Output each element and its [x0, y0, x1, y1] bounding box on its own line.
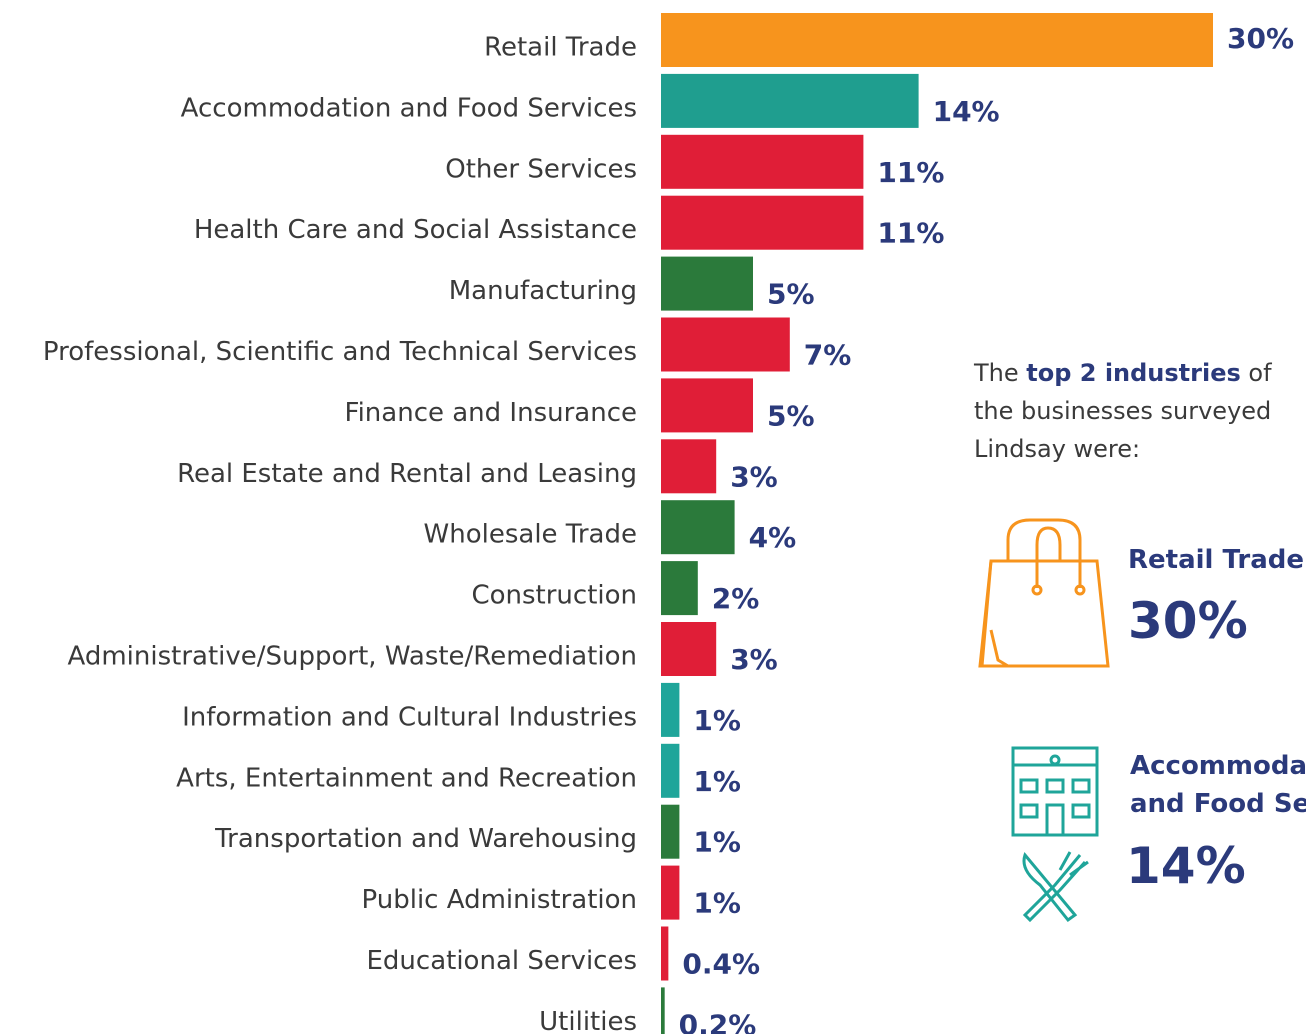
intro-text: The [973, 359, 1026, 387]
intro-text: of [1241, 359, 1272, 387]
intro-bold: top 2 industries [1026, 359, 1241, 387]
summary-intro: the businesses surveyed [974, 397, 1271, 425]
value-label: 5% [767, 399, 815, 432]
value-label: 1% [693, 826, 741, 859]
shopping-bag-icon [978, 518, 1110, 668]
bar [661, 622, 717, 676]
value-label: 7% [804, 339, 852, 372]
first-value: 30% [1128, 592, 1248, 650]
value-label: 1% [693, 704, 741, 737]
category-label: Utilities [539, 1007, 637, 1034]
bar [661, 256, 753, 311]
bar [661, 865, 680, 920]
second-value: 14% [1126, 837, 1246, 895]
value-label: 4% [749, 521, 797, 554]
bar [661, 743, 680, 798]
category-label: Administrative/Support, Waste/Remediatio… [68, 642, 637, 672]
bar [661, 500, 735, 555]
category-label: Public Administration [362, 885, 637, 915]
value-label: 30% [1227, 22, 1294, 55]
cutlery-icon [1022, 851, 1089, 923]
value-label: 11% [877, 156, 944, 189]
bar [661, 439, 717, 494]
summary-intro: Lindsay were: [974, 435, 1140, 463]
first-industry: Retail Trade [1128, 545, 1304, 575]
value-label: 3% [730, 460, 778, 493]
category-label: Real Estate and Rental and Leasing [177, 459, 637, 489]
category-label: Health Care and Social Assistance [194, 215, 637, 245]
second-industry: Accommodation [1130, 751, 1306, 781]
bar [661, 561, 698, 616]
second-industry: and Food Services [1130, 789, 1306, 819]
category-label: Professional, Scientific and Technical S… [43, 337, 637, 367]
value-label: 0.2% [679, 1008, 757, 1034]
category-label: Educational Services [367, 946, 638, 976]
category-label: Finance and Insurance [345, 398, 637, 428]
value-label: 1% [693, 887, 741, 920]
value-label: 11% [877, 217, 944, 250]
summary-intro: The top 2 industries of [973, 359, 1272, 387]
category-label: Information and Cultural Industries [182, 702, 637, 732]
bar [661, 682, 680, 737]
category-label: Accommodation and Food Services [181, 93, 637, 123]
bar [661, 317, 790, 372]
value-label: 3% [730, 643, 778, 676]
hotel-icon [1011, 746, 1099, 837]
category-label: Transportation and Warehousing [214, 824, 637, 854]
bar-chart: Retail Trade 30% Accommodation and Food Se… [43, 13, 1294, 1034]
value-label: 2% [712, 582, 760, 615]
bar [661, 134, 864, 189]
value-label: 5% [767, 278, 815, 311]
bar [661, 378, 753, 433]
category-label: Other Services [445, 154, 637, 184]
value-label: 14% [933, 95, 1000, 128]
category-label: Arts, Entertainment and Recreation [176, 763, 637, 793]
bar [661, 195, 864, 250]
category-label: Retail Trade [484, 33, 637, 63]
category-label: Wholesale Trade [424, 520, 637, 550]
category-label: Construction [471, 581, 637, 611]
value-label: 0.4% [682, 948, 760, 981]
bar [661, 13, 1213, 67]
bar [661, 804, 680, 859]
bar [661, 987, 665, 1034]
bar [661, 73, 919, 128]
category-label: Manufacturing [449, 276, 637, 306]
value-label: 1% [693, 765, 741, 798]
bar [661, 926, 669, 981]
